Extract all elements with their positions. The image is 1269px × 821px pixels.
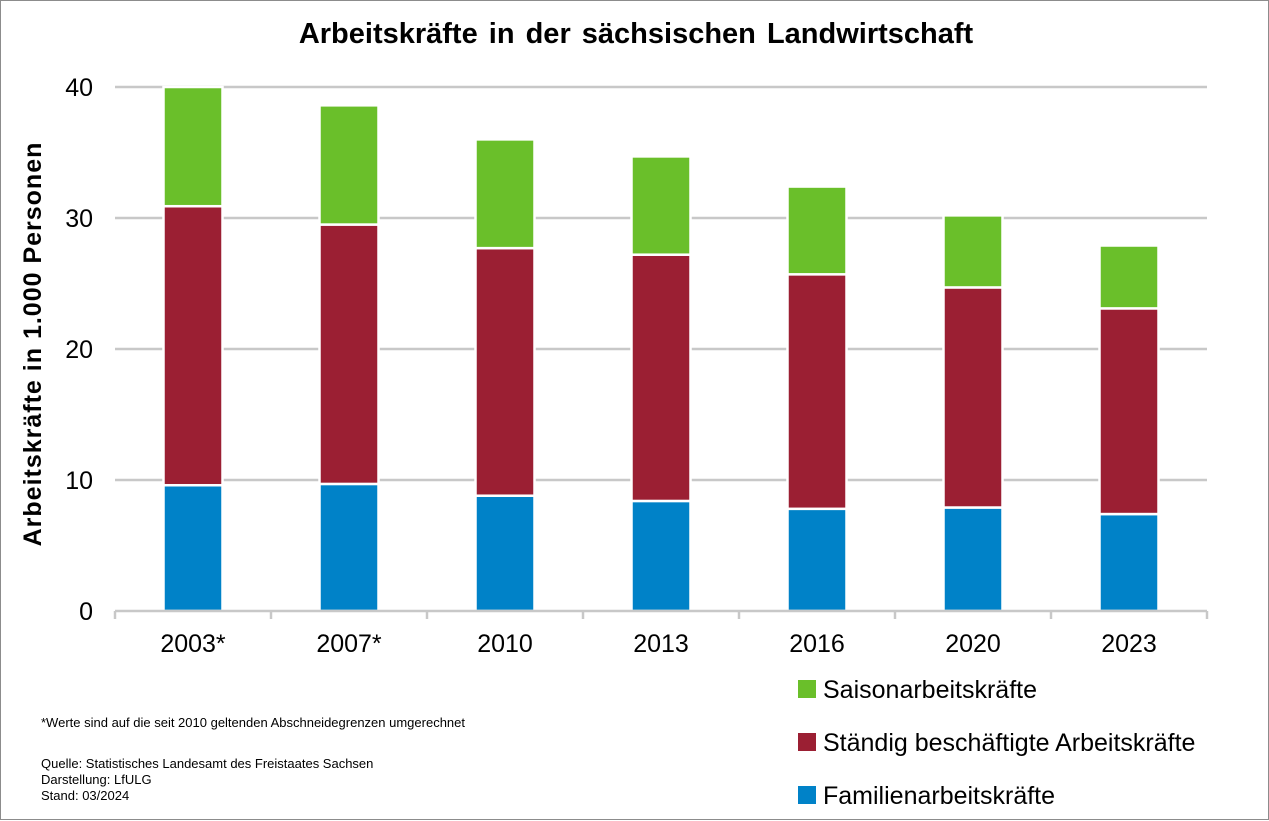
y-tick-label: 40 — [65, 74, 93, 102]
bars — [162, 85, 1160, 613]
legend-label: Familienarbeitskräfte — [823, 782, 1055, 810]
legend: Saisonarbeitskräfte Ständig beschäftigte … — [798, 676, 1195, 810]
bar-segment — [474, 246, 536, 497]
bar-segment — [1098, 512, 1160, 613]
bar-segment — [318, 104, 380, 226]
footnote: *Werte sind auf die seit 2010 geltenden … — [41, 715, 465, 730]
bar-segment — [942, 286, 1004, 509]
bar-segment — [474, 494, 536, 613]
bar-segment — [1098, 307, 1160, 516]
bar-segment — [162, 85, 224, 208]
x-tick-label: 2013 — [633, 630, 689, 658]
legend-label: Ständig beschäftigte Arbeitskräfte — [823, 729, 1195, 757]
x-tick-label: 2016 — [789, 630, 845, 658]
bar-segment — [1098, 244, 1160, 310]
legend-label: Saisonarbeitskräfte — [823, 676, 1037, 704]
credit-line: Darstellung: LfULG — [41, 772, 152, 787]
y-tick-label: 10 — [65, 467, 93, 495]
x-tick-label: 2020 — [945, 630, 1001, 658]
legend-swatch — [798, 680, 816, 698]
x-tick-label: 2003* — [160, 630, 226, 658]
x-axis: 2003* 2007* 2010 2013 2016 2020 2023 — [113, 609, 1209, 658]
x-tick-label: 2007* — [316, 630, 382, 658]
bar-segment — [318, 482, 380, 613]
bar-segment — [318, 223, 380, 486]
y-tick-label: 30 — [65, 205, 93, 233]
bar-segment — [630, 253, 692, 503]
bar-segment — [786, 273, 848, 511]
bar-segment — [474, 138, 536, 250]
chart-title: Arbeitskräfte in der sächsischen Landwir… — [299, 18, 974, 50]
bar-segment — [942, 506, 1004, 613]
bar-segment — [630, 155, 692, 256]
x-tick-label: 2023 — [1101, 630, 1157, 658]
date-line: Stand: 03/2024 — [41, 788, 129, 803]
y-tick-label: 0 — [79, 598, 93, 626]
y-axis-label: Arbeitskräfte in 1.000 Personen — [19, 142, 47, 547]
bar-segment — [162, 483, 224, 613]
y-tick-label: 20 — [65, 336, 93, 364]
bar-segment — [786, 507, 848, 613]
legend-swatch — [798, 786, 816, 804]
bar-segment — [162, 204, 224, 487]
bar-segment — [942, 214, 1004, 289]
y-axis-ticks: 0 10 20 30 40 — [65, 74, 93, 626]
source-line: Quelle: Statistisches Landesamt des Frei… — [41, 756, 373, 771]
bar-segment — [630, 499, 692, 613]
legend-swatch — [798, 733, 816, 751]
x-tick-label: 2010 — [477, 630, 533, 658]
bar-segment — [786, 185, 848, 276]
